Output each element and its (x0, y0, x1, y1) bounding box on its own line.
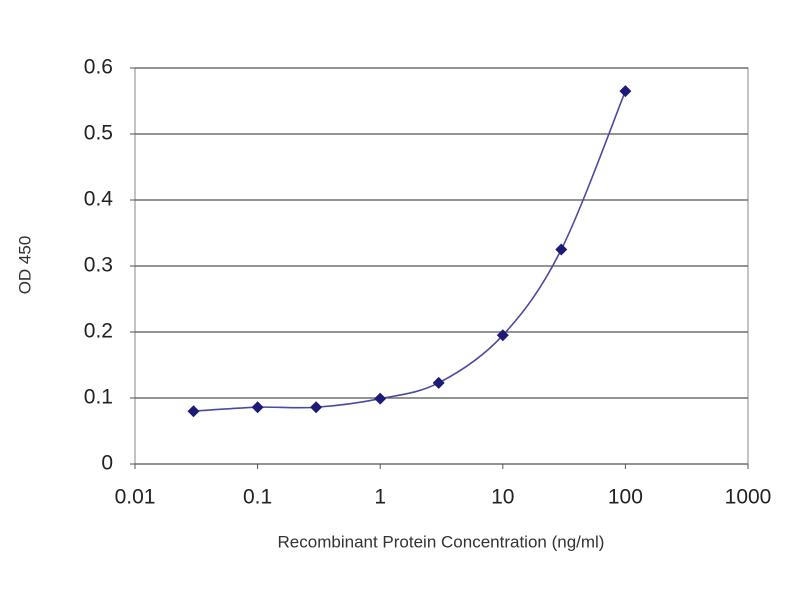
data-point (374, 392, 387, 405)
y-tick-label: 0.2 (84, 320, 113, 343)
y-tick-label: 0 (101, 452, 113, 475)
data-point (496, 329, 509, 342)
data-point (310, 401, 323, 414)
data-point (187, 405, 200, 418)
y-axis-title: OD 450 (15, 236, 34, 295)
data-point (432, 376, 445, 389)
y-tick-label: 0.5 (84, 122, 113, 145)
x-tick-label: 0.1 (243, 486, 272, 509)
y-tick-label: 0.4 (84, 188, 114, 211)
data-point (555, 243, 568, 256)
x-tick-label: 1000 (725, 486, 772, 509)
x-tick-label: 0.01 (115, 486, 156, 509)
x-tick-label: 1 (374, 486, 386, 509)
data-point (251, 401, 264, 414)
x-axis-title: Recombinant Protein Concentration (ng/ml… (278, 532, 605, 551)
y-tick-label: 0.3 (84, 254, 113, 277)
x-tick-label: 100 (608, 486, 643, 509)
y-tick-label: 0.6 (84, 56, 113, 79)
data-point (619, 85, 632, 98)
x-tick-label: 10 (491, 486, 514, 509)
y-tick-label: 0.1 (84, 386, 113, 409)
